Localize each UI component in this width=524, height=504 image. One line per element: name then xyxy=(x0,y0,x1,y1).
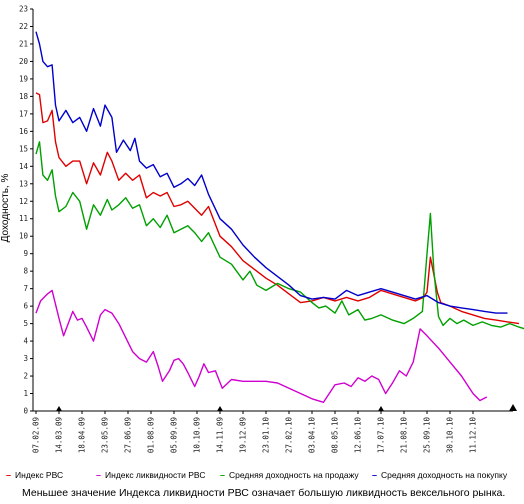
x-tick-label: 12.06.10 xyxy=(354,417,363,454)
axes: 0123456789101112131415161718192021222307… xyxy=(19,5,517,454)
x-tick-label: 23.01.10 xyxy=(262,417,271,454)
y-tick-label: 18 xyxy=(19,92,29,101)
legend-item-rvs-index: – Индекс РВС xyxy=(6,470,63,480)
y-tick-label: 17 xyxy=(19,109,28,118)
y-tick-label: 3 xyxy=(23,354,28,363)
y-tick-label: 9 xyxy=(23,249,28,258)
x-axis-marker xyxy=(217,406,223,411)
legend-label: Индекс ликвидности РВС xyxy=(105,470,206,480)
series-line-3 xyxy=(35,31,508,314)
legend-swatch: – xyxy=(372,470,378,480)
series-line-1 xyxy=(35,289,488,403)
x-tick-label: 17.07.10 xyxy=(377,417,386,454)
legend-swatch: – xyxy=(96,470,102,480)
legend-label: Индекс РВС xyxy=(15,470,64,480)
x-tick-label: 08.05.10 xyxy=(331,417,340,454)
y-tick-label: 2 xyxy=(23,372,28,381)
legend-item-liquidity-index: – Индекс ликвидности РВС xyxy=(96,470,205,480)
x-tick-label: 25.09.10 xyxy=(423,417,432,454)
x-tick-label: 18.04.09 xyxy=(78,417,87,453)
x-tick-label: 10.10.09 xyxy=(193,417,202,453)
x-tick-label: 27.06.09 xyxy=(124,417,133,453)
y-axis-label: Доходность, % xyxy=(0,174,11,243)
x-tick-label: 30.10.10 xyxy=(446,417,455,454)
y-tick-label: 23 xyxy=(19,5,28,14)
series-line-2 xyxy=(35,141,524,330)
legend-swatch: – xyxy=(6,470,12,480)
x-tick-label: 27.02.10 xyxy=(285,417,294,454)
legend: – Индекс РВС – Индекс ликвидности РВС – Сре… xyxy=(6,470,522,482)
x-tick-label: 14.11.09 xyxy=(216,417,225,453)
x-tick-label: 19.12.09 xyxy=(239,417,248,453)
y-tick-label: 14 xyxy=(19,162,29,171)
y-tick-label: 1 xyxy=(23,389,28,398)
x-tick-label: 14.03.09 xyxy=(55,417,64,453)
x-tick-label: 05.09.09 xyxy=(170,417,179,453)
y-tick-label: 22 xyxy=(19,22,28,31)
y-tick-label: 10 xyxy=(19,232,29,241)
y-tick-label: 15 xyxy=(19,144,28,153)
legend-swatch: – xyxy=(220,470,226,480)
x-tick-label: 23.05.09 xyxy=(101,417,110,453)
x-tick-label: 01.08.09 xyxy=(147,417,156,453)
series-line-0 xyxy=(35,92,520,325)
x-tick-label: 21.08.10 xyxy=(400,417,409,454)
y-tick-label: 5 xyxy=(23,319,28,328)
y-tick-label: 7 xyxy=(23,284,28,293)
x-tick-label: 07.02.09 xyxy=(32,417,41,453)
x-axis-end-marker xyxy=(509,404,517,411)
y-tick-label: 4 xyxy=(23,337,28,346)
x-tick-label: 03.04.10 xyxy=(308,417,317,454)
legend-label: Средняя доходность на продажу xyxy=(229,470,359,480)
y-tick-label: 12 xyxy=(19,197,28,206)
series-lines xyxy=(35,31,524,403)
legend-label: Средняя доходность на покупку xyxy=(381,470,508,480)
y-tick-label: 8 xyxy=(23,267,28,276)
x-tick-label: 11.12.10 xyxy=(469,417,478,454)
y-tick-label: 19 xyxy=(19,74,28,83)
yield-line-chart: Доходность, % 01234567891011121314151617… xyxy=(0,5,524,454)
legend-item-sell-yield: – Средняя доходность на продажу xyxy=(220,470,359,480)
legend-item-buy-yield: – Средняя доходность на покупку xyxy=(372,470,507,480)
y-tick-label: 21 xyxy=(19,39,28,48)
y-tick-label: 16 xyxy=(19,127,29,136)
x-axis-marker xyxy=(56,406,62,411)
y-tick-label: 13 xyxy=(19,179,28,188)
y-tick-label: 11 xyxy=(19,214,28,223)
footnote: Меньшее значение Индекса ликвидности РВС… xyxy=(22,487,506,499)
x-axis-marker xyxy=(378,406,384,411)
y-tick-label: 0 xyxy=(23,407,28,416)
y-tick-label: 6 xyxy=(23,302,28,311)
y-tick-label: 20 xyxy=(19,57,29,66)
